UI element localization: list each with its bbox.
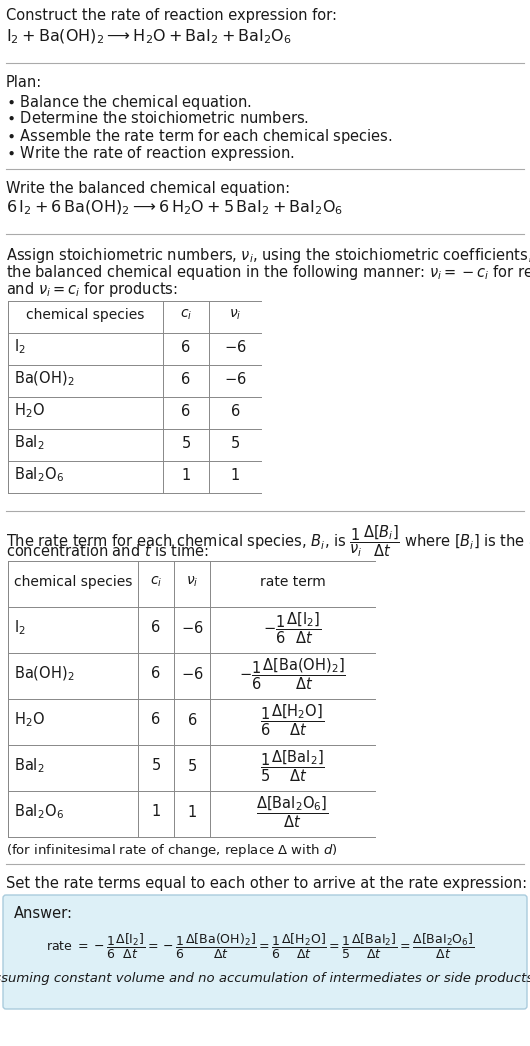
Text: $\mathrm{I_2 + Ba(OH)_2 \longrightarrow H_2O + BaI_2 + BaI_2O_6}$: $\mathrm{I_2 + Ba(OH)_2 \longrightarrow … (6, 28, 292, 46)
Text: rate $= -\dfrac{1}{6}\dfrac{\Delta[\mathrm{I_2}]}{\Delta t}= -\dfrac{1}{6}\dfrac: rate $= -\dfrac{1}{6}\dfrac{\Delta[\math… (46, 932, 474, 961)
Text: $6$: $6$ (187, 712, 197, 728)
FancyBboxPatch shape (3, 895, 527, 1009)
Text: Write the balanced chemical equation:: Write the balanced chemical equation: (6, 181, 290, 196)
Text: 6: 6 (181, 340, 191, 355)
Text: $\nu_i$: $\nu_i$ (186, 575, 198, 589)
Text: $\mathrm{I_2}$: $\mathrm{I_2}$ (14, 618, 26, 637)
Text: $\mathrm{BaI_2}$: $\mathrm{BaI_2}$ (14, 756, 45, 775)
Text: $-6$: $-6$ (181, 620, 204, 636)
Text: $5$: $5$ (230, 435, 240, 451)
Text: $6$: $6$ (230, 403, 240, 419)
Text: and $\nu_i = c_i$ for products:: and $\nu_i = c_i$ for products: (6, 280, 178, 299)
Text: $-\dfrac{1}{6}\dfrac{\Delta[\mathrm{I_2}]}{\Delta t}$: $-\dfrac{1}{6}\dfrac{\Delta[\mathrm{I_2}… (263, 610, 322, 645)
Text: chemical species: chemical species (14, 575, 132, 589)
Text: $\dfrac{1}{6}\dfrac{\Delta[\mathrm{H_2O}]}{\Delta t}$: $\dfrac{1}{6}\dfrac{\Delta[\mathrm{H_2O}… (260, 702, 324, 737)
Text: $-6$: $-6$ (181, 666, 204, 682)
Text: Answer:: Answer: (14, 906, 73, 920)
Text: $\nu_i$: $\nu_i$ (229, 308, 241, 322)
Text: $-\dfrac{1}{6}\dfrac{\Delta[\mathrm{Ba(OH)_2}]}{\Delta t}$: $-\dfrac{1}{6}\dfrac{\Delta[\mathrm{Ba(O… (239, 656, 346, 691)
Text: 1: 1 (181, 468, 191, 482)
Text: $\bullet$ Determine the stoichiometric numbers.: $\bullet$ Determine the stoichiometric n… (6, 110, 309, 126)
Text: (assuming constant volume and no accumulation of intermediates or side products): (assuming constant volume and no accumul… (0, 972, 530, 985)
Text: The rate term for each chemical species, $B_i$, is $\dfrac{1}{\nu_i}\dfrac{\Delt: The rate term for each chemical species,… (6, 523, 530, 559)
Text: $\bullet$ Write the rate of reaction expression.: $\bullet$ Write the rate of reaction exp… (6, 144, 295, 163)
Text: $-6$: $-6$ (224, 339, 246, 355)
Text: $c_i$: $c_i$ (180, 308, 192, 322)
Text: $\dfrac{\Delta[\mathrm{BaI_2O_6}]}{\Delta t}$: $\dfrac{\Delta[\mathrm{BaI_2O_6}]}{\Delt… (257, 794, 329, 829)
Text: $\mathrm{H_2O}$: $\mathrm{H_2O}$ (14, 402, 45, 420)
Text: Assign stoichiometric numbers, $\nu_i$, using the stoichiometric coefficients, $: Assign stoichiometric numbers, $\nu_i$, … (6, 246, 530, 265)
Text: $\mathrm{Ba(OH)_2}$: $\mathrm{Ba(OH)_2}$ (14, 665, 74, 683)
Text: $1$: $1$ (230, 467, 240, 483)
Text: $\mathrm{BaI_2}$: $\mathrm{BaI_2}$ (14, 434, 45, 452)
Text: rate term: rate term (260, 575, 325, 589)
Text: the balanced chemical equation in the following manner: $\nu_i = -c_i$ for react: the balanced chemical equation in the fo… (6, 263, 530, 282)
Text: 6: 6 (181, 404, 191, 418)
Text: 1: 1 (152, 804, 161, 819)
Text: $c_i$: $c_i$ (150, 575, 162, 589)
Text: 5: 5 (181, 435, 191, 451)
Text: 6: 6 (152, 712, 161, 728)
Text: chemical species: chemical species (26, 308, 145, 322)
Text: (for infinitesimal rate of change, replace $\Delta$ with $d$): (for infinitesimal rate of change, repla… (6, 842, 338, 859)
Text: Set the rate terms equal to each other to arrive at the rate expression:: Set the rate terms equal to each other t… (6, 876, 527, 891)
Text: Construct the rate of reaction expression for:: Construct the rate of reaction expressio… (6, 8, 337, 23)
Text: $\bullet$ Balance the chemical equation.: $\bullet$ Balance the chemical equation. (6, 93, 251, 112)
Text: $\mathrm{BaI_2O_6}$: $\mathrm{BaI_2O_6}$ (14, 802, 64, 821)
Text: $\mathrm{I_2}$: $\mathrm{I_2}$ (14, 338, 26, 357)
Text: Plan:: Plan: (6, 75, 42, 90)
Text: $5$: $5$ (187, 758, 197, 774)
Text: $-6$: $-6$ (224, 371, 246, 387)
Text: 6: 6 (181, 371, 191, 387)
Text: 5: 5 (152, 758, 161, 773)
Text: $\bullet$ Assemble the rate term for each chemical species.: $\bullet$ Assemble the rate term for eac… (6, 127, 393, 146)
Text: 6: 6 (152, 666, 161, 682)
Text: $\mathrm{H_2O}$: $\mathrm{H_2O}$ (14, 710, 45, 729)
Text: $\dfrac{1}{5}\dfrac{\Delta[\mathrm{BaI_2}]}{\Delta t}$: $\dfrac{1}{5}\dfrac{\Delta[\mathrm{BaI_2… (260, 748, 325, 783)
Text: $\mathrm{6\,I_2 + 6\,Ba(OH)_2 \longrightarrow 6\,H_2O + 5\,BaI_2 + BaI_2O_6}$: $\mathrm{6\,I_2 + 6\,Ba(OH)_2 \longright… (6, 199, 343, 218)
Text: $\mathrm{Ba(OH)_2}$: $\mathrm{Ba(OH)_2}$ (14, 370, 74, 388)
Text: $1$: $1$ (187, 804, 197, 820)
Text: 6: 6 (152, 620, 161, 636)
Text: $\mathrm{BaI_2O_6}$: $\mathrm{BaI_2O_6}$ (14, 465, 64, 484)
Text: concentration and $t$ is time:: concentration and $t$ is time: (6, 543, 209, 559)
